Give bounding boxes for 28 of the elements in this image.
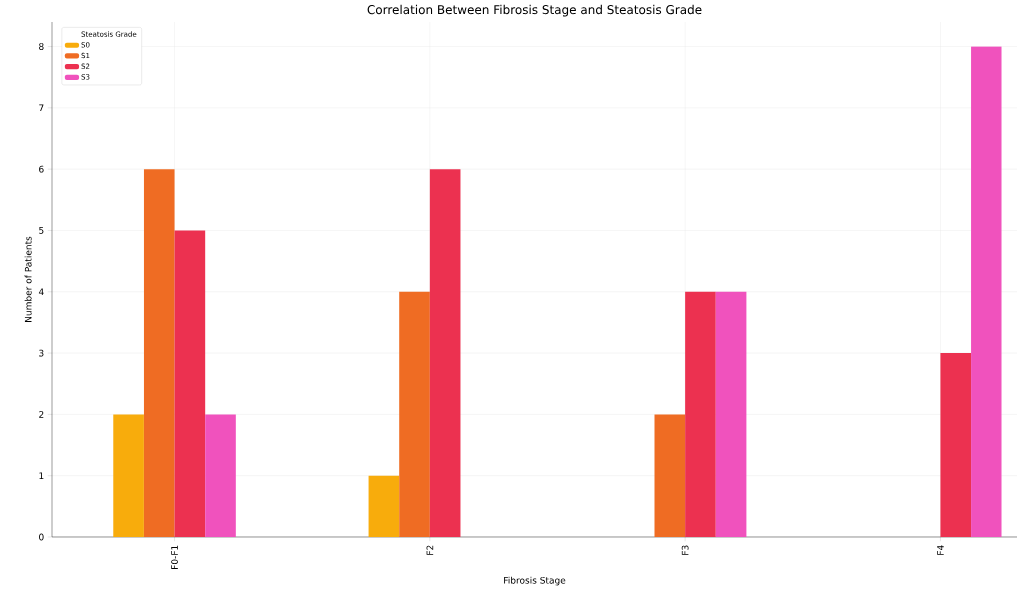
x-tick-label: F4: [937, 545, 944, 555]
bar: [205, 414, 236, 537]
bar: [685, 291, 716, 537]
bar: [174, 230, 206, 537]
bar: [113, 414, 144, 537]
y-tick-label: 2: [39, 411, 44, 418]
bar: [368, 475, 400, 537]
y-tick-label: 0: [39, 533, 44, 541]
bar: [971, 46, 1002, 537]
bar: [399, 291, 430, 537]
bar: [654, 414, 686, 537]
y-tick-label: 5: [39, 227, 44, 234]
y-tick-label: 6: [39, 165, 44, 173]
x-tick-label: F2: [426, 545, 434, 555]
bar: [143, 169, 175, 537]
y-axis-title: Number of Patients: [24, 236, 32, 322]
x-tick-label: F0-F1: [171, 545, 178, 569]
y-tick-label: 3: [39, 349, 44, 357]
bar: [429, 169, 461, 537]
x-axis-title: Fibrosis Stage: [504, 576, 566, 586]
x-tick-label: F3: [681, 545, 689, 555]
y-tick-label: 1: [39, 472, 44, 479]
y-tick-label: 4: [38, 288, 44, 296]
bar: [715, 291, 747, 537]
bar: [940, 353, 972, 537]
chart-title: Correlation Between Fibrosis Stage and Steatosis Grade: [367, 4, 702, 17]
y-tick-label: 8: [39, 43, 44, 50]
y-tick-label: 7: [39, 104, 44, 112]
